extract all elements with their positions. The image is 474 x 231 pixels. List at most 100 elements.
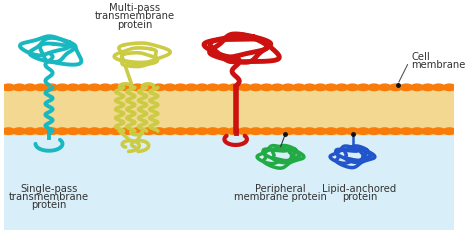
Circle shape xyxy=(196,85,209,91)
Circle shape xyxy=(56,128,69,135)
Circle shape xyxy=(249,85,262,91)
Text: protein: protein xyxy=(342,191,377,201)
Circle shape xyxy=(303,85,316,91)
Circle shape xyxy=(56,85,69,91)
Circle shape xyxy=(217,128,230,135)
Circle shape xyxy=(271,85,283,91)
Circle shape xyxy=(443,85,456,91)
Circle shape xyxy=(2,85,15,91)
Circle shape xyxy=(207,128,219,135)
Circle shape xyxy=(35,128,47,135)
Circle shape xyxy=(249,128,262,135)
Circle shape xyxy=(196,128,209,135)
Circle shape xyxy=(271,128,283,135)
Circle shape xyxy=(67,128,79,135)
Bar xyxy=(4,135,454,230)
Circle shape xyxy=(185,85,198,91)
Text: Lipid-anchored: Lipid-anchored xyxy=(322,183,396,193)
Text: Single-pass: Single-pass xyxy=(20,183,78,193)
Circle shape xyxy=(411,128,423,135)
Text: protein: protein xyxy=(31,199,67,209)
Circle shape xyxy=(217,85,230,91)
Circle shape xyxy=(110,85,122,91)
Circle shape xyxy=(131,85,144,91)
Circle shape xyxy=(77,128,90,135)
Circle shape xyxy=(368,85,380,91)
Circle shape xyxy=(411,85,423,91)
Circle shape xyxy=(120,85,133,91)
Circle shape xyxy=(325,128,337,135)
Circle shape xyxy=(432,128,445,135)
Text: protein: protein xyxy=(117,20,152,30)
Circle shape xyxy=(292,128,305,135)
Circle shape xyxy=(260,128,273,135)
Circle shape xyxy=(88,128,101,135)
Circle shape xyxy=(99,85,111,91)
Text: membrane protein: membrane protein xyxy=(234,191,327,201)
Circle shape xyxy=(142,128,155,135)
Circle shape xyxy=(292,85,305,91)
Circle shape xyxy=(35,85,47,91)
Circle shape xyxy=(357,85,370,91)
Circle shape xyxy=(153,85,165,91)
Circle shape xyxy=(45,128,58,135)
Circle shape xyxy=(228,128,241,135)
Circle shape xyxy=(110,128,122,135)
Circle shape xyxy=(400,128,413,135)
Circle shape xyxy=(77,85,90,91)
Circle shape xyxy=(207,85,219,91)
Circle shape xyxy=(120,128,133,135)
Text: transmembrane: transmembrane xyxy=(9,191,89,201)
Circle shape xyxy=(228,85,241,91)
Circle shape xyxy=(389,85,402,91)
Circle shape xyxy=(239,128,251,135)
Circle shape xyxy=(389,128,402,135)
Circle shape xyxy=(88,85,101,91)
Circle shape xyxy=(336,85,348,91)
Circle shape xyxy=(174,85,187,91)
Circle shape xyxy=(67,85,79,91)
Circle shape xyxy=(314,85,327,91)
Circle shape xyxy=(346,128,359,135)
Circle shape xyxy=(164,85,176,91)
Bar xyxy=(4,1,454,85)
Circle shape xyxy=(346,85,359,91)
Circle shape xyxy=(260,85,273,91)
Circle shape xyxy=(421,85,434,91)
Circle shape xyxy=(153,128,165,135)
Circle shape xyxy=(314,128,327,135)
Text: transmembrane: transmembrane xyxy=(94,11,174,21)
Circle shape xyxy=(432,85,445,91)
Circle shape xyxy=(142,85,155,91)
Circle shape xyxy=(379,128,391,135)
Circle shape xyxy=(131,128,144,135)
Circle shape xyxy=(282,85,294,91)
Text: Multi-pass: Multi-pass xyxy=(109,3,160,13)
Circle shape xyxy=(325,85,337,91)
Circle shape xyxy=(24,128,36,135)
Circle shape xyxy=(357,128,370,135)
Circle shape xyxy=(400,85,413,91)
Circle shape xyxy=(185,128,198,135)
Bar xyxy=(4,91,454,128)
Circle shape xyxy=(368,128,380,135)
Circle shape xyxy=(45,85,58,91)
Circle shape xyxy=(2,128,15,135)
Bar xyxy=(4,85,454,135)
Circle shape xyxy=(336,128,348,135)
Circle shape xyxy=(13,128,26,135)
Circle shape xyxy=(239,85,251,91)
Circle shape xyxy=(164,128,176,135)
Text: membrane: membrane xyxy=(411,60,465,70)
Circle shape xyxy=(421,128,434,135)
Circle shape xyxy=(443,128,456,135)
Circle shape xyxy=(24,85,36,91)
Circle shape xyxy=(303,128,316,135)
Text: Cell: Cell xyxy=(411,52,430,62)
Circle shape xyxy=(174,128,187,135)
Circle shape xyxy=(99,128,111,135)
Circle shape xyxy=(379,85,391,91)
Circle shape xyxy=(282,128,294,135)
Circle shape xyxy=(13,85,26,91)
Text: Peripheral: Peripheral xyxy=(255,183,306,193)
